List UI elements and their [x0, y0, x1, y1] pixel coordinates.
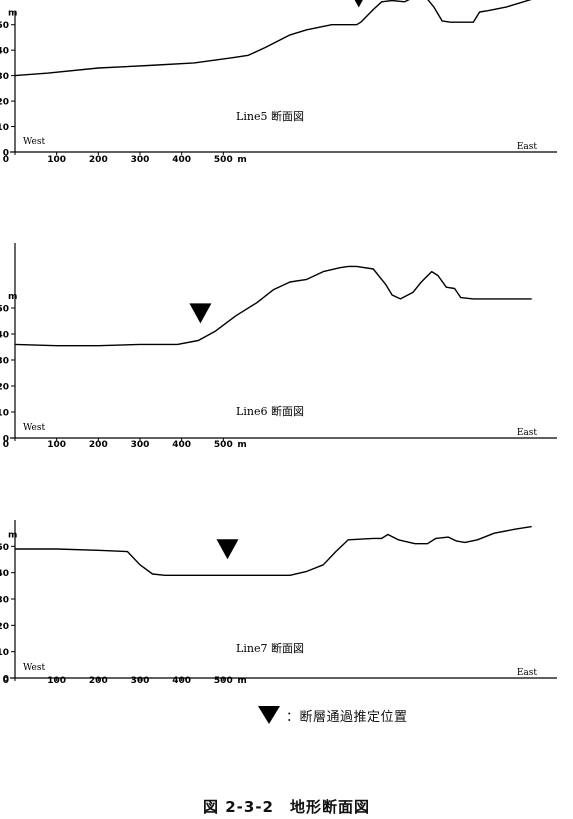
x-tick-label: 200: [89, 440, 108, 450]
x-tick-label: 400: [172, 440, 191, 450]
x-tick-label: 300: [131, 676, 150, 686]
y-axis-label: m: [8, 530, 17, 540]
x-tick-label: 500: [214, 676, 233, 686]
x-tick-label: 100: [47, 155, 66, 165]
y-tick-label: 40: [0, 47, 9, 57]
y-tick-label: 20: [0, 622, 9, 632]
x-tick-label: 0: [3, 155, 9, 165]
east-label: East: [517, 668, 538, 678]
y-tick-label: 30: [0, 357, 9, 367]
y-axis-label: m: [8, 9, 17, 19]
profile-line: [14, 265, 532, 347]
y-tick-label: 0: [3, 149, 9, 159]
y-tick-label: 30: [0, 72, 9, 82]
fault-marker: [216, 539, 239, 560]
x-tick-label: 100: [47, 676, 66, 686]
y-tick-label: 30: [0, 596, 9, 606]
x-tick-label: 300: [131, 155, 150, 165]
y-tick-label: 40: [0, 331, 9, 341]
x-tick-label: 300: [131, 440, 150, 450]
x-axis-unit: m: [237, 676, 246, 686]
east-label: East: [517, 142, 538, 152]
y-tick-label: 0: [3, 675, 9, 685]
y-tick-label: 10: [0, 123, 9, 133]
y-axis-label: m: [8, 292, 17, 302]
x-tick-label: 400: [172, 155, 191, 165]
x-tick-label: 400: [172, 676, 191, 686]
y-tick-label: 40: [0, 569, 9, 579]
x-tick-label: 0: [3, 676, 9, 686]
profile-line: [14, 0, 532, 77]
chart-title: Line5 断面図: [236, 109, 304, 123]
y-tick-label: 50: [0, 305, 9, 315]
west-label: West: [23, 137, 45, 147]
x-tick-label: 200: [89, 676, 108, 686]
y-tick-label: 20: [0, 98, 9, 108]
x-tick-label: 500: [214, 440, 233, 450]
y-tick-label: 50: [0, 543, 9, 553]
x-tick-label: 200: [89, 155, 108, 165]
y-tick-label: 20: [0, 383, 9, 393]
x-tick-label: 0: [3, 440, 9, 450]
fault-marker: [189, 303, 212, 324]
chart-title: Line7 断面図: [236, 641, 304, 655]
profile-line: [15, 525, 532, 576]
legend-text: ：断層通過推定位置: [286, 709, 408, 725]
legend: ：断層通過推定位置: [258, 702, 408, 728]
x-axis-unit: m: [237, 440, 246, 450]
fault-marker: [354, 0, 363, 8]
x-tick-label: 500: [214, 155, 233, 165]
y-tick-label: 50: [0, 21, 9, 31]
east-label: East: [517, 428, 538, 438]
figure-caption: 図 2-3-2 地形断面図: [203, 798, 370, 816]
west-label: West: [23, 423, 45, 433]
chart-title: Line6 断面図: [236, 404, 304, 418]
y-tick-label: 10: [0, 409, 9, 419]
x-axis-unit: m: [237, 155, 246, 165]
x-tick-label: 100: [47, 440, 66, 450]
y-tick-label: 10: [0, 648, 9, 658]
west-label: West: [23, 663, 45, 673]
fault-marker-icon: [258, 706, 280, 724]
y-tick-label: 0: [3, 435, 9, 445]
